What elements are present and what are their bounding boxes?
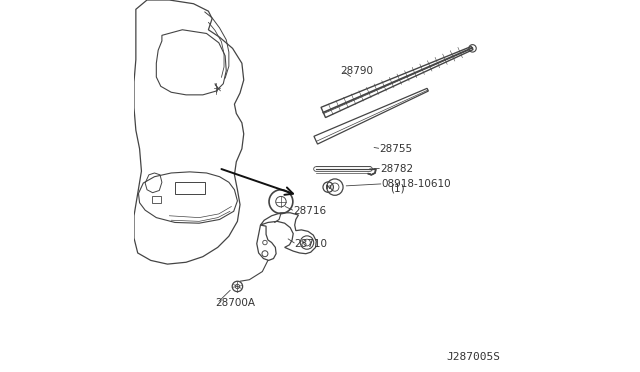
Text: 28790: 28790 [340, 66, 374, 76]
Text: 28716: 28716 [293, 206, 326, 216]
Text: 08918-10610: 08918-10610 [381, 179, 451, 189]
Text: N: N [326, 185, 331, 190]
Text: 28782: 28782 [380, 164, 413, 173]
Text: 28755: 28755 [380, 144, 413, 154]
Text: 28700A: 28700A [215, 298, 255, 308]
Text: 28710: 28710 [294, 240, 328, 249]
Text: J287005S: J287005S [447, 352, 500, 362]
Text: (1): (1) [390, 184, 404, 194]
